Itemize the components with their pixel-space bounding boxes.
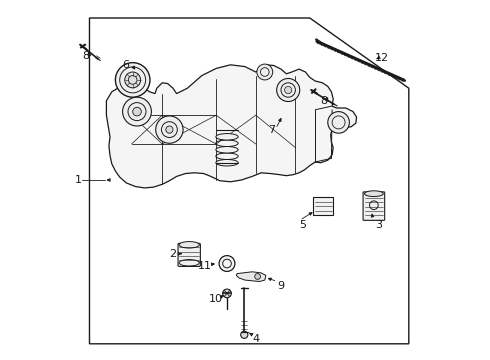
Circle shape xyxy=(156,116,183,143)
Circle shape xyxy=(122,97,151,126)
Polygon shape xyxy=(236,272,266,282)
Ellipse shape xyxy=(216,159,238,166)
Text: 3: 3 xyxy=(375,220,382,230)
Circle shape xyxy=(255,274,261,279)
Text: 1: 1 xyxy=(75,175,82,185)
Text: 8: 8 xyxy=(320,96,328,106)
Circle shape xyxy=(328,112,349,133)
Circle shape xyxy=(257,64,273,80)
Text: 11: 11 xyxy=(197,261,212,271)
Text: 12: 12 xyxy=(375,53,389,63)
Ellipse shape xyxy=(216,134,238,140)
FancyBboxPatch shape xyxy=(363,192,385,220)
Ellipse shape xyxy=(365,191,383,197)
Circle shape xyxy=(133,107,141,116)
Circle shape xyxy=(222,289,231,298)
FancyBboxPatch shape xyxy=(178,243,200,266)
Text: 9: 9 xyxy=(277,281,285,291)
Text: 5: 5 xyxy=(299,220,306,230)
Text: 6: 6 xyxy=(122,60,129,70)
Text: 7: 7 xyxy=(269,125,275,135)
Circle shape xyxy=(285,86,292,94)
Circle shape xyxy=(277,78,300,102)
Text: 4: 4 xyxy=(252,334,259,344)
FancyBboxPatch shape xyxy=(314,197,333,215)
Circle shape xyxy=(219,256,235,271)
Text: 10: 10 xyxy=(208,294,222,304)
Ellipse shape xyxy=(216,147,238,153)
Circle shape xyxy=(241,331,248,338)
Circle shape xyxy=(116,63,150,97)
Text: 8: 8 xyxy=(82,51,90,61)
Ellipse shape xyxy=(179,242,199,248)
Polygon shape xyxy=(106,65,357,188)
Circle shape xyxy=(166,126,173,133)
Text: 2: 2 xyxy=(170,249,176,259)
Circle shape xyxy=(125,72,141,88)
